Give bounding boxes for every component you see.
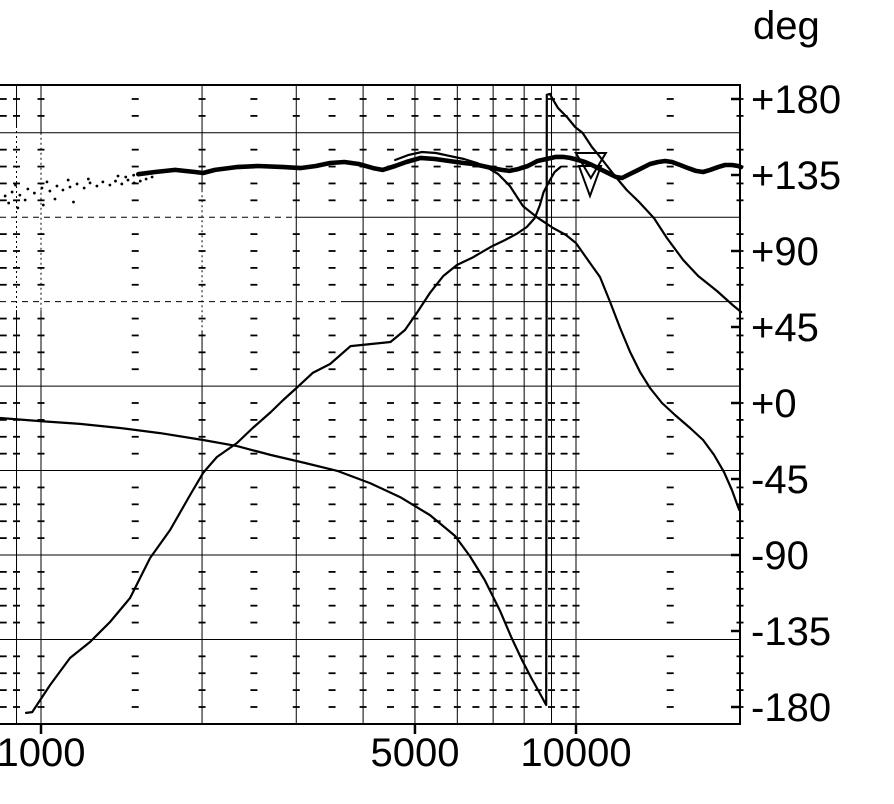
- noise-dots-low-frequency-dot: [23, 198, 27, 202]
- noise-dots-low-frequency-dot: [124, 175, 128, 179]
- noise-dots-low-frequency-dot: [66, 178, 70, 182]
- freq-tick-label: 1000: [0, 731, 85, 775]
- freq-tick-label: 10000: [520, 731, 631, 775]
- noise-dots-low-frequency-dot: [132, 181, 136, 185]
- deg-tick-label: +45: [751, 306, 819, 350]
- rising-branch-trace: [25, 166, 562, 715]
- noise-dots-low-frequency-dot: [55, 184, 59, 188]
- deg-axis-unit-label: deg: [753, 4, 820, 48]
- noise-dots-low-frequency-dot: [3, 194, 7, 198]
- deg-tick-label: -135: [751, 610, 831, 654]
- noise-dots-low-frequency-dot: [86, 177, 90, 181]
- noise-dots-low-frequency-dot: [132, 173, 136, 177]
- noise-dots-low-frequency-dot: [114, 179, 117, 183]
- noise-dots-low-frequency-dot: [16, 206, 20, 210]
- noise-dots-low-frequency-dot: [10, 190, 14, 194]
- noise-dots-low-frequency-dot: [138, 179, 142, 183]
- noise-dots-low-frequency-dot: [45, 180, 49, 184]
- noise-dots-low-frequency-dot: [14, 183, 17, 187]
- deg-tick-label: -45: [751, 458, 809, 502]
- noise-dots-low-frequency-dot: [144, 177, 148, 181]
- deg-tick-label: +90: [751, 230, 819, 274]
- noise-dots-low-frequency-dot: [120, 182, 124, 186]
- lowpass-branch-trace: [394, 150, 741, 512]
- deg-tick-label: +0: [751, 382, 797, 426]
- noise-dots-low-frequency-dot: [41, 203, 45, 207]
- noise-dots-low-frequency-dot: [7, 201, 11, 205]
- noise-dots-low-frequency-dot: [40, 186, 44, 190]
- noise-dots-low-frequency-dot: [126, 178, 130, 182]
- deg-tick-label: +180: [751, 78, 841, 122]
- noise-dots-low-frequency-dot: [33, 191, 36, 195]
- noise-dots-low-frequency-dot: [82, 186, 86, 190]
- noise-dots-low-frequency-dot: [48, 189, 52, 193]
- freq-tick-label: 5000: [370, 731, 459, 775]
- deg-tick-label: -90: [751, 534, 809, 578]
- noise-dots-low-frequency-dot: [95, 184, 99, 188]
- plot-border: [0, 84, 741, 725]
- noise-dots-low-frequency-dot: [75, 182, 79, 186]
- phase-trace-with-wrap: [0, 92, 743, 707]
- cursor-triangle-2-down-triangle-icon: [577, 165, 603, 199]
- noise-dots-low-frequency-dot: [18, 193, 22, 197]
- deg-tick-label: -180: [751, 686, 831, 730]
- noise-dots-low-frequency-dot: [116, 174, 120, 178]
- noise-dots-low-frequency-dot: [68, 185, 72, 189]
- noise-dots-low-frequency-dot: [72, 200, 75, 204]
- noise-dots-low-frequency-dot: [108, 183, 112, 187]
- noise-dots-low-frequency-dot: [101, 180, 105, 184]
- deg-tick-label: +135: [751, 154, 841, 198]
- magnitude-thick-trace: [136, 154, 744, 181]
- noise-dots-low-frequency-dot: [61, 188, 65, 192]
- noise-dots-low-frequency-dot: [26, 187, 30, 191]
- noise-dots-low-frequency-dot: [150, 175, 154, 179]
- noise-dots-low-frequency-dot: [88, 181, 92, 185]
- noise-dots-low-frequency-dot: [53, 197, 57, 201]
